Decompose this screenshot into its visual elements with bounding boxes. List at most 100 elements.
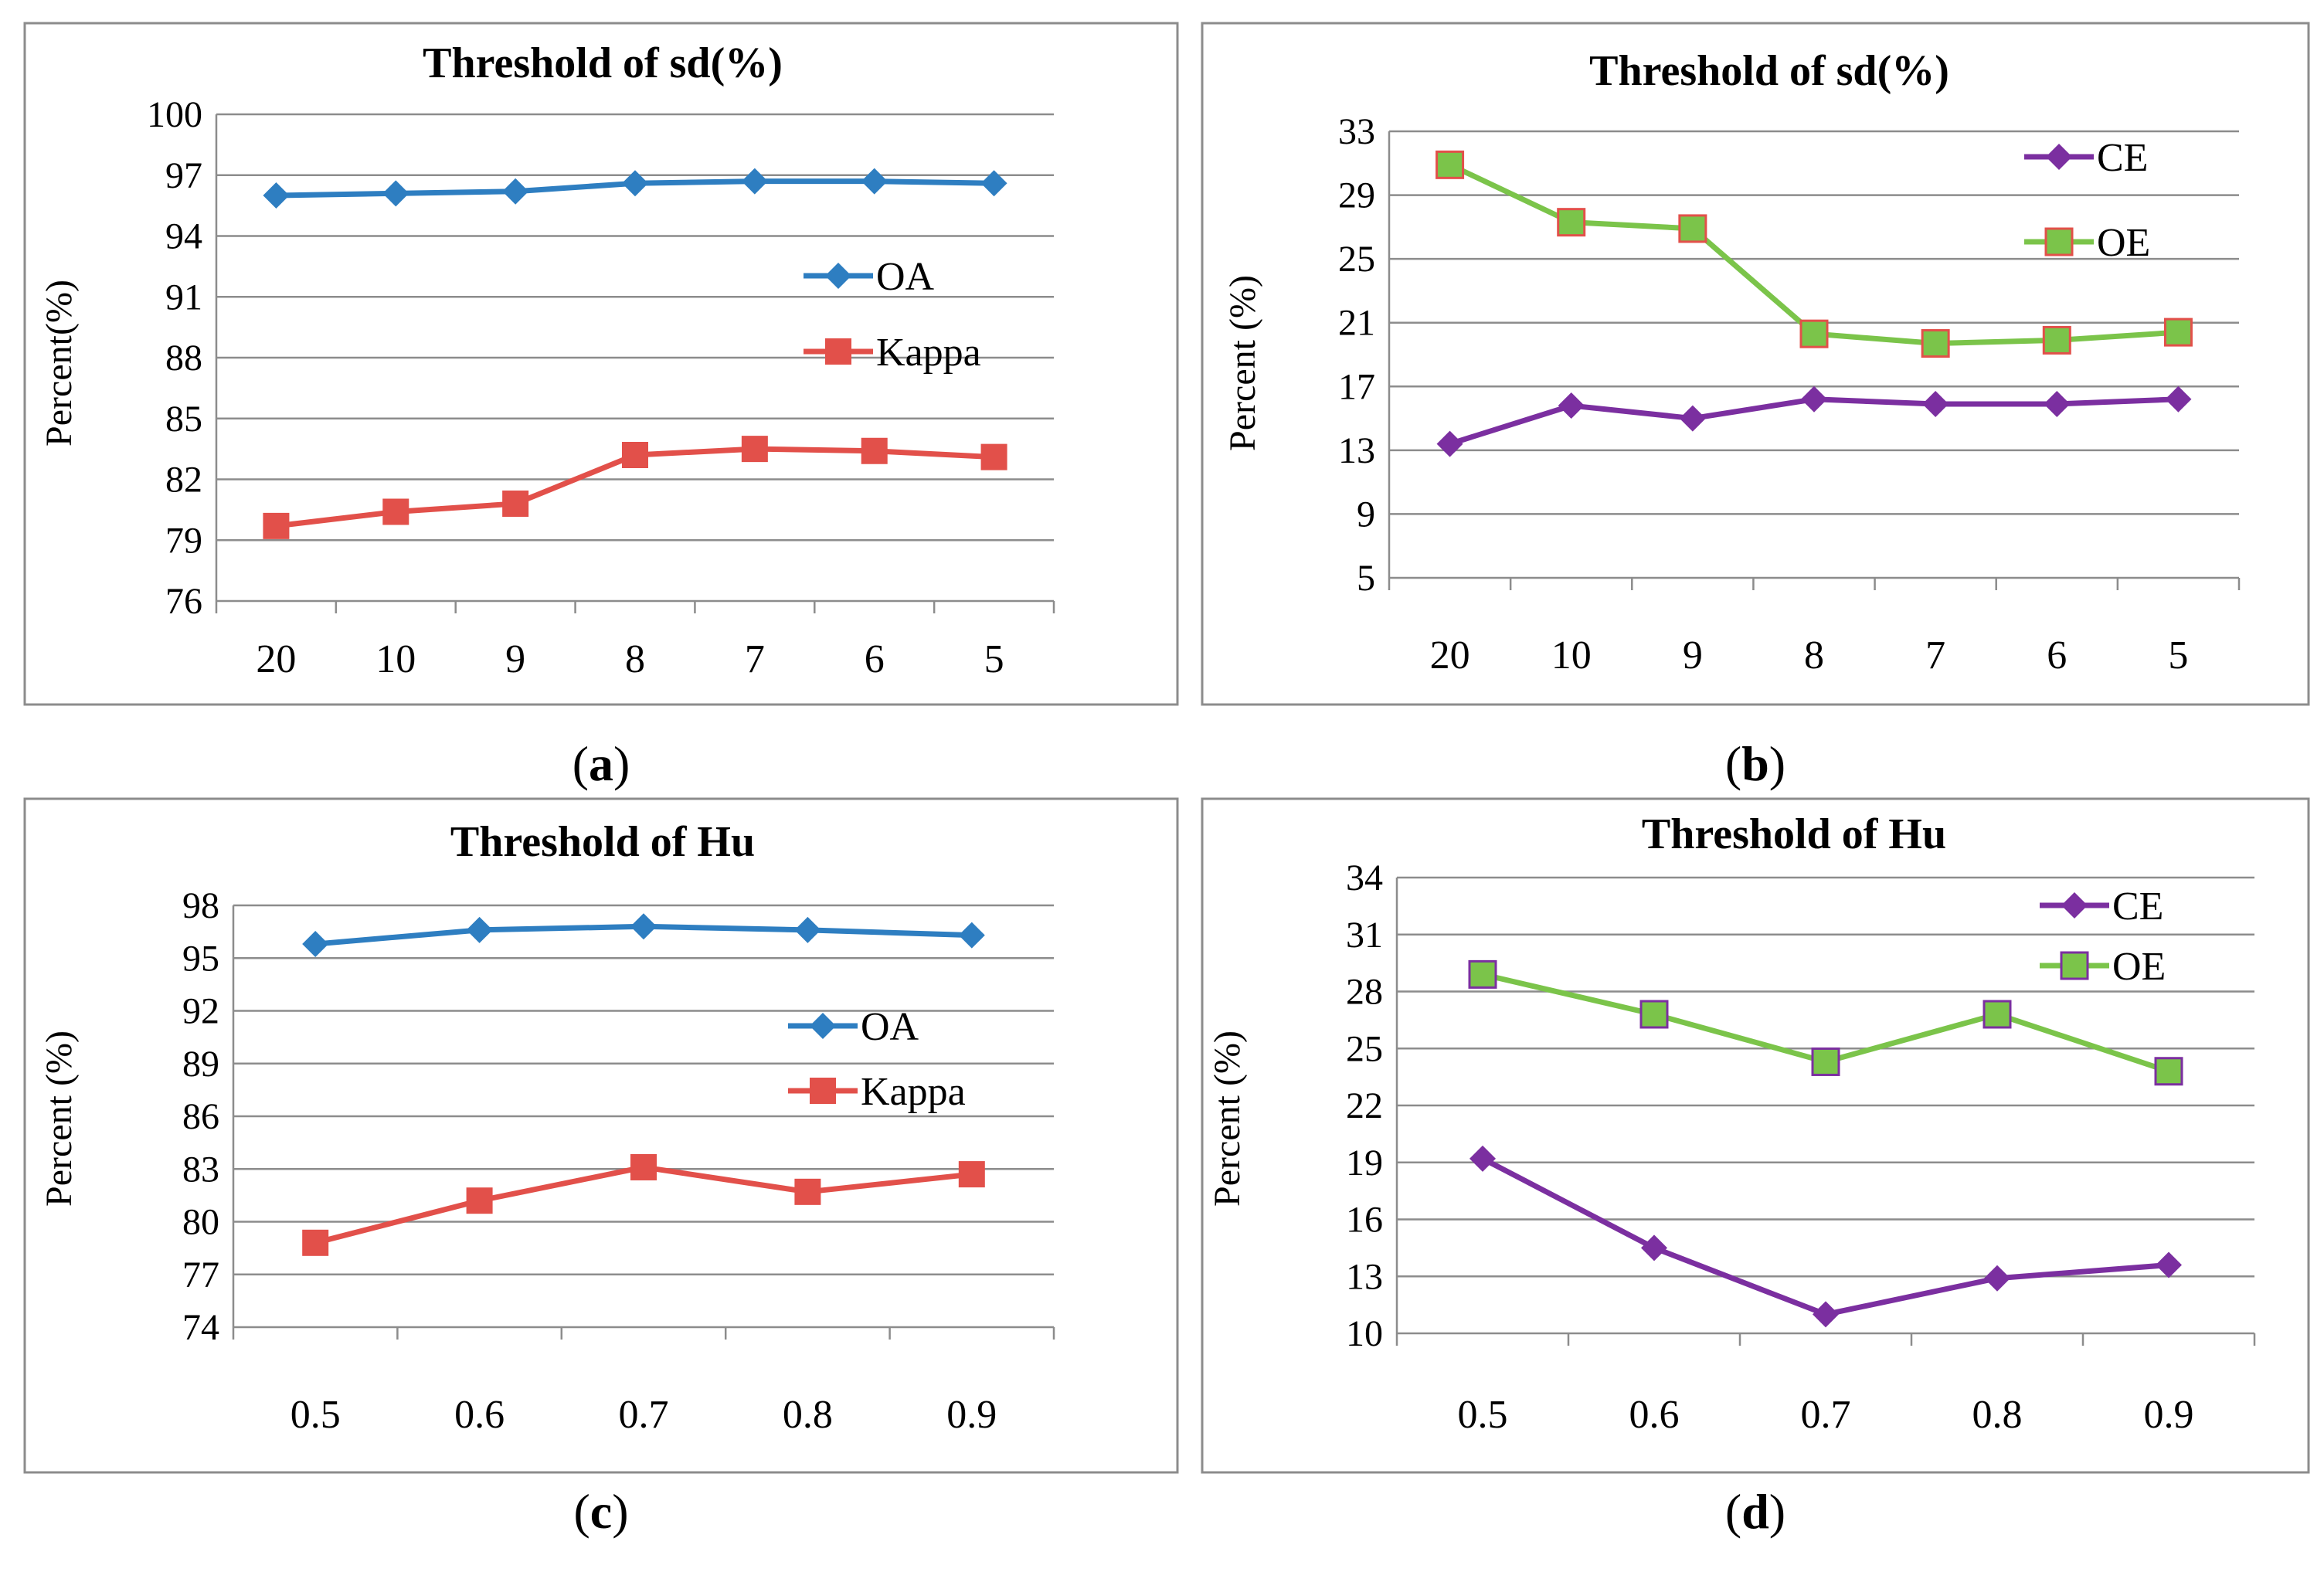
series-kappa xyxy=(302,1153,985,1256)
y-tick-label: 88 xyxy=(165,338,202,379)
legend-entry-ce: CE xyxy=(2024,136,2148,180)
data-point xyxy=(302,931,329,958)
data-point xyxy=(1469,1145,1496,1172)
y-tick-label: 91 xyxy=(165,277,202,317)
y-tick-label: 77 xyxy=(182,1255,219,1295)
data-point xyxy=(382,180,409,207)
legend-entry-oe: OE xyxy=(2040,945,2166,989)
data-point xyxy=(630,1153,657,1180)
y-tick-label: 74 xyxy=(182,1307,219,1348)
data-point xyxy=(794,1178,821,1205)
y-tick-label: 86 xyxy=(182,1096,219,1137)
y-tick-label: 29 xyxy=(1338,175,1375,216)
y-tick-label: 16 xyxy=(1346,1200,1383,1241)
x-tick-label: 7 xyxy=(745,637,765,681)
panel-caption-letter: a xyxy=(589,736,613,791)
y-tick-label: 92 xyxy=(182,991,219,1032)
legend-label: Kappa xyxy=(876,331,981,375)
data-point xyxy=(980,443,1007,470)
x-tick-label: 0.9 xyxy=(2144,1393,2194,1437)
data-point xyxy=(2044,390,2071,417)
x-tick-label: 7 xyxy=(1925,633,1945,677)
y-tick-label: 5 xyxy=(1357,558,1375,599)
y-tick-label: 13 xyxy=(1338,430,1375,471)
series-oa xyxy=(302,913,985,958)
data-point xyxy=(1983,1000,2012,1029)
y-axis-label: Percent (%) xyxy=(1222,275,1263,451)
data-point xyxy=(1436,430,1463,457)
legend-label: CE xyxy=(2097,136,2148,180)
data-point xyxy=(1557,208,1586,237)
legend-entry-oe: OE xyxy=(2024,221,2150,265)
data-point xyxy=(302,1229,329,1256)
data-point xyxy=(1799,319,1829,348)
y-tick-label: 98 xyxy=(182,885,219,926)
y-tick-label: 17 xyxy=(1338,366,1375,407)
series-ce xyxy=(1469,1145,2182,1328)
x-tick-label: 9 xyxy=(1683,633,1703,677)
data-point xyxy=(794,916,821,943)
data-point xyxy=(861,437,888,464)
data-point xyxy=(2163,317,2193,347)
data-point xyxy=(2154,1057,2183,1086)
data-point xyxy=(1811,1047,1840,1076)
chart-panel-b: 33 29 25 21 17 13 9 5 20 10 9 8 7 6 5 Threshold of sd(%… xyxy=(1201,22,2310,791)
legend-marker xyxy=(2061,892,2088,919)
legend-entry-oa: OA xyxy=(788,1005,919,1049)
chart-title: Threshold of sd(%) xyxy=(1589,47,1949,95)
y-axis-label: Percent(%) xyxy=(39,280,80,447)
y-tick-label: 80 xyxy=(182,1202,219,1243)
x-tick-label: 0.8 xyxy=(783,1393,833,1437)
x-tick-label: 8 xyxy=(625,637,645,681)
data-point xyxy=(382,498,409,525)
data-point xyxy=(1984,1265,2010,1292)
data-point xyxy=(741,436,768,463)
legend-label: Kappa xyxy=(861,1070,966,1114)
panel-caption-letter: c xyxy=(590,1484,612,1539)
x-tick-label: 6 xyxy=(2047,633,2067,677)
data-point xyxy=(1678,214,1707,243)
data-point xyxy=(1641,1234,1667,1262)
data-point xyxy=(502,491,529,517)
series-oa xyxy=(263,168,1007,209)
panel-caption: (a) xyxy=(573,736,630,791)
legend-marker xyxy=(825,263,851,289)
y-tick-label: 82 xyxy=(165,460,202,501)
data-point xyxy=(1922,390,1949,417)
data-point xyxy=(741,168,768,195)
y-tick-label: 33 xyxy=(1338,111,1375,152)
y-tick-label: 100 xyxy=(147,94,202,135)
data-point xyxy=(466,1187,493,1214)
legend-label: OA xyxy=(876,255,935,299)
data-point xyxy=(1468,959,1497,989)
data-point xyxy=(1558,392,1585,419)
x-tick-label: 20 xyxy=(1430,633,1470,677)
data-point xyxy=(2156,1251,2182,1278)
chart-panel-d: 34 31 28 25 22 19 16 13 10 0.5 0.6 0.7 0.8 0.9 Thresho… xyxy=(1201,797,2310,1539)
legend-label: CE xyxy=(2112,885,2163,929)
legend-entry-oa: OA xyxy=(804,255,935,299)
x-tick-label: 9 xyxy=(505,637,525,681)
data-point xyxy=(466,916,493,943)
chart-panel-c: 98 95 92 89 86 83 80 77 74 0.5 0.6 0.7 0.8 0.9 Thresho… xyxy=(23,797,1179,1539)
chart-title: Threshold of Hu xyxy=(1642,810,1946,858)
x-tick-label: 20 xyxy=(256,637,296,681)
data-point xyxy=(263,512,290,539)
data-point xyxy=(502,178,529,205)
x-tick-label: 0.5 xyxy=(1458,1393,1508,1437)
y-tick-label: 31 xyxy=(1346,915,1383,956)
data-point xyxy=(630,913,657,940)
y-tick-label: 83 xyxy=(182,1149,219,1190)
legend-label: OA xyxy=(861,1005,919,1049)
chart-frame xyxy=(23,797,1179,1474)
x-tick-label: 0.8 xyxy=(1972,1393,2023,1437)
legend-marker xyxy=(2060,951,2089,980)
x-tick-label: 5 xyxy=(2168,633,2188,677)
x-tick-label: 0.7 xyxy=(1801,1393,1851,1437)
data-point xyxy=(1801,385,1827,413)
data-point xyxy=(622,442,648,468)
y-tick-label: 94 xyxy=(165,216,202,257)
legend-marker xyxy=(810,1013,836,1039)
